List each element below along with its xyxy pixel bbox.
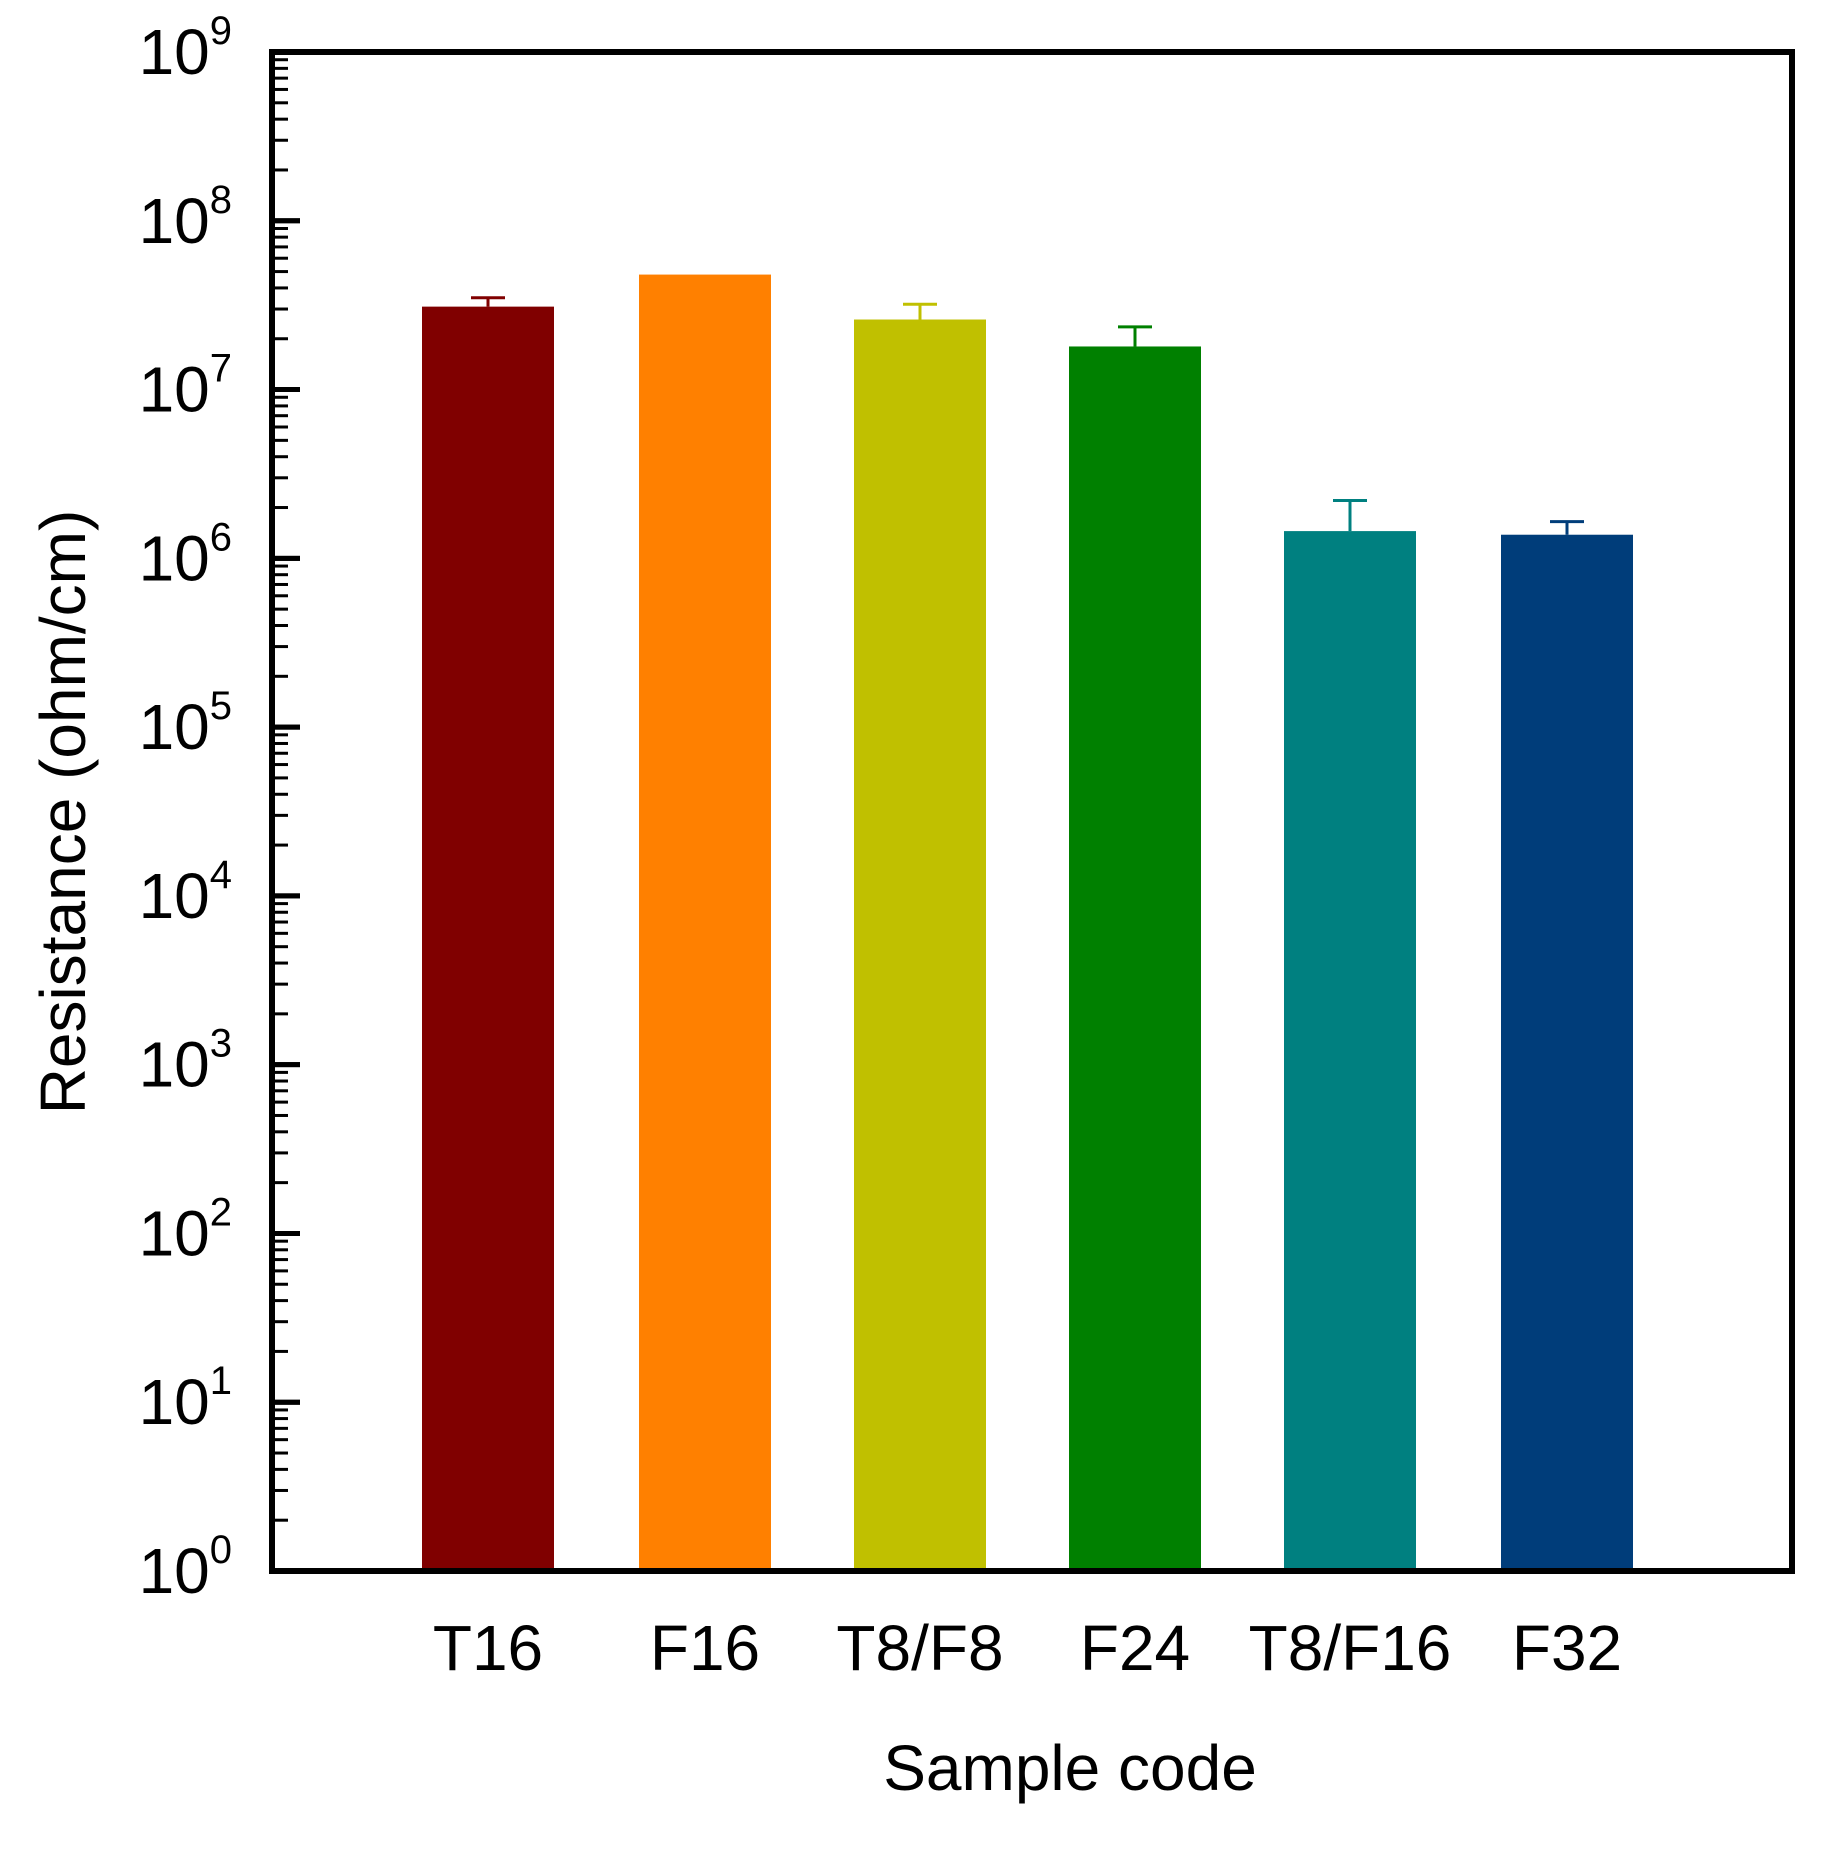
bars-group [422,274,1633,1572]
x-tick-labels-group: T16 F16 T8/F8 F24 T8/F16 F32 [433,1612,1622,1684]
bar-t8-f16 [1284,531,1416,1571]
bar-f24 [1069,346,1201,1572]
y-tick-label: 100 [139,1528,232,1607]
bar-f16 [639,274,771,1572]
x-tick-label: T8/F8 [836,1612,1003,1684]
x-axis-title: Sample code [883,1732,1257,1804]
y-tick-label: 104 [139,853,232,932]
bar-t8-f8 [854,319,986,1571]
y-tick-label: 101 [139,1359,232,1438]
y-tick-label: 107 [139,347,232,426]
x-tick-label: F16 [650,1612,760,1684]
y-tick-label: 109 [139,9,232,88]
x-tick-label: T16 [433,1612,543,1684]
y-axis-title: Resistance (ohm/cm) [27,510,99,1115]
x-tick-label: T8/F16 [1249,1612,1452,1684]
error-bars-group [471,296,1584,535]
y-tick-label: 102 [139,1190,232,1269]
y-tick-label: 106 [139,515,232,594]
y-ticks-group [272,49,300,1574]
x-tick-label: F32 [1512,1612,1622,1684]
y-tick-labels-group: 100 101 102 103 104 105 106 107 108 109 [139,9,232,1607]
bar-f32 [1501,534,1633,1571]
y-tick-label: 105 [139,684,232,763]
bar-t16 [422,306,554,1571]
y-tick-label: 108 [139,178,232,257]
plot-frame [269,49,1795,1574]
y-tick-label: 103 [139,1022,232,1101]
x-tick-label: F24 [1080,1612,1190,1684]
